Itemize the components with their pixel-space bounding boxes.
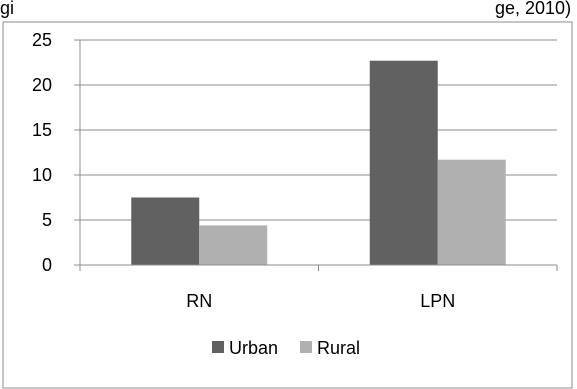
y-tick-label: 25	[32, 30, 52, 50]
y-tick-label: 0	[42, 255, 52, 275]
y-tick-label: 15	[32, 120, 52, 140]
x-tick-label: LPN	[420, 291, 455, 311]
axes	[74, 39, 558, 271]
legend-label-urban: Urban	[229, 338, 278, 358]
y-tick-label: 20	[32, 75, 52, 95]
bar-rural-rn	[199, 225, 268, 265]
chart-title-fragment: gi	[0, 0, 14, 18]
bar-rural-lpn	[437, 159, 506, 265]
bar-urban-rn	[131, 197, 200, 265]
chart-title-fragment-right: ge, 2010)	[495, 0, 571, 18]
y-tick-label: 5	[42, 210, 52, 230]
y-tick-label: 10	[32, 165, 52, 185]
legend: Urban Rural	[212, 338, 360, 358]
x-tick-label: RN	[186, 291, 212, 311]
x-tick-labels: RN LPN	[186, 291, 455, 311]
legend-swatch-urban	[212, 341, 224, 353]
bars	[131, 60, 506, 266]
legend-label-rural: Rural	[317, 338, 360, 358]
bar-urban-lpn	[369, 60, 438, 266]
y-tick-labels: 0 5 10 15 20 25	[32, 30, 52, 275]
chart-border	[2, 21, 573, 389]
legend-swatch-rural	[300, 341, 312, 353]
